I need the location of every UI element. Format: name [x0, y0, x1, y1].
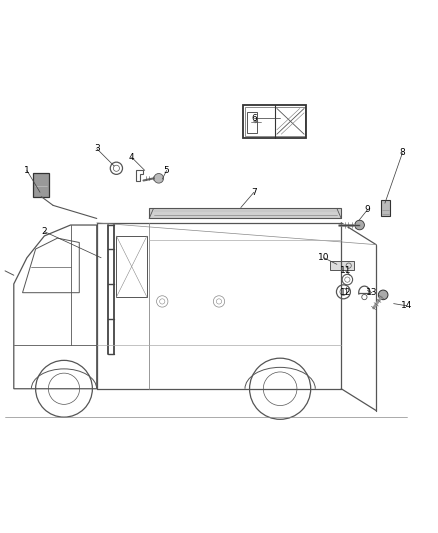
Bar	[149, 208, 341, 219]
Text: 10: 10	[318, 253, 329, 262]
Text: 9: 9	[364, 205, 370, 214]
Text: 6: 6	[251, 114, 257, 123]
Circle shape	[355, 220, 364, 230]
Text: 7: 7	[251, 188, 257, 197]
Bar	[381, 200, 390, 216]
Text: 3: 3	[94, 144, 99, 153]
Text: 1: 1	[24, 166, 30, 175]
Text: 14: 14	[401, 301, 413, 310]
Bar	[33, 173, 49, 197]
Text: 8: 8	[399, 149, 405, 157]
Circle shape	[154, 174, 163, 183]
Text: 5: 5	[164, 166, 170, 175]
Bar	[117, 236, 147, 297]
Text: 4: 4	[129, 153, 134, 162]
Bar	[247, 111, 258, 133]
Bar	[245, 107, 304, 136]
Circle shape	[378, 290, 388, 300]
Text: 13: 13	[366, 288, 378, 297]
Text: 12: 12	[340, 288, 351, 297]
Bar	[330, 261, 354, 270]
Bar	[243, 105, 306, 138]
Text: 2: 2	[42, 227, 47, 236]
Text: 11: 11	[340, 266, 351, 276]
